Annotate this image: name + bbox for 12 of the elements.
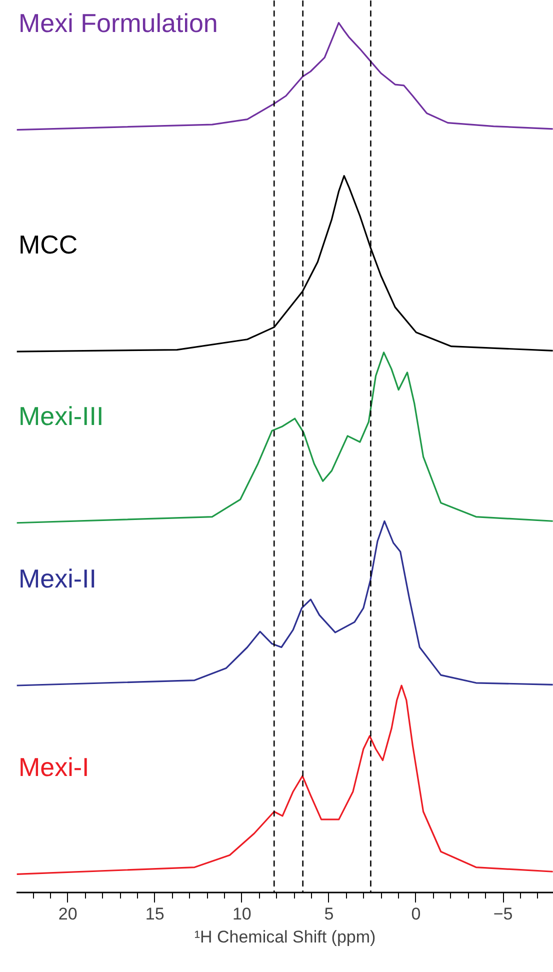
text: Mexi-II	[18, 564, 96, 594]
x-tick-label: 15	[145, 904, 164, 924]
text: MCC	[18, 230, 78, 260]
text: Mexi-I	[18, 752, 90, 782]
x-tick-label: 10	[232, 904, 252, 924]
x-tick-label: 20	[58, 904, 78, 924]
x-tick-label: 5	[324, 904, 334, 924]
x-tick-label: −5	[493, 904, 513, 924]
x-axis-title: ¹H Chemical Shift (ppm)	[194, 928, 376, 946]
x-tick-label: 0	[411, 904, 421, 924]
text: Mexi Formulation	[18, 8, 218, 38]
text: Mexi-III	[18, 400, 104, 431]
